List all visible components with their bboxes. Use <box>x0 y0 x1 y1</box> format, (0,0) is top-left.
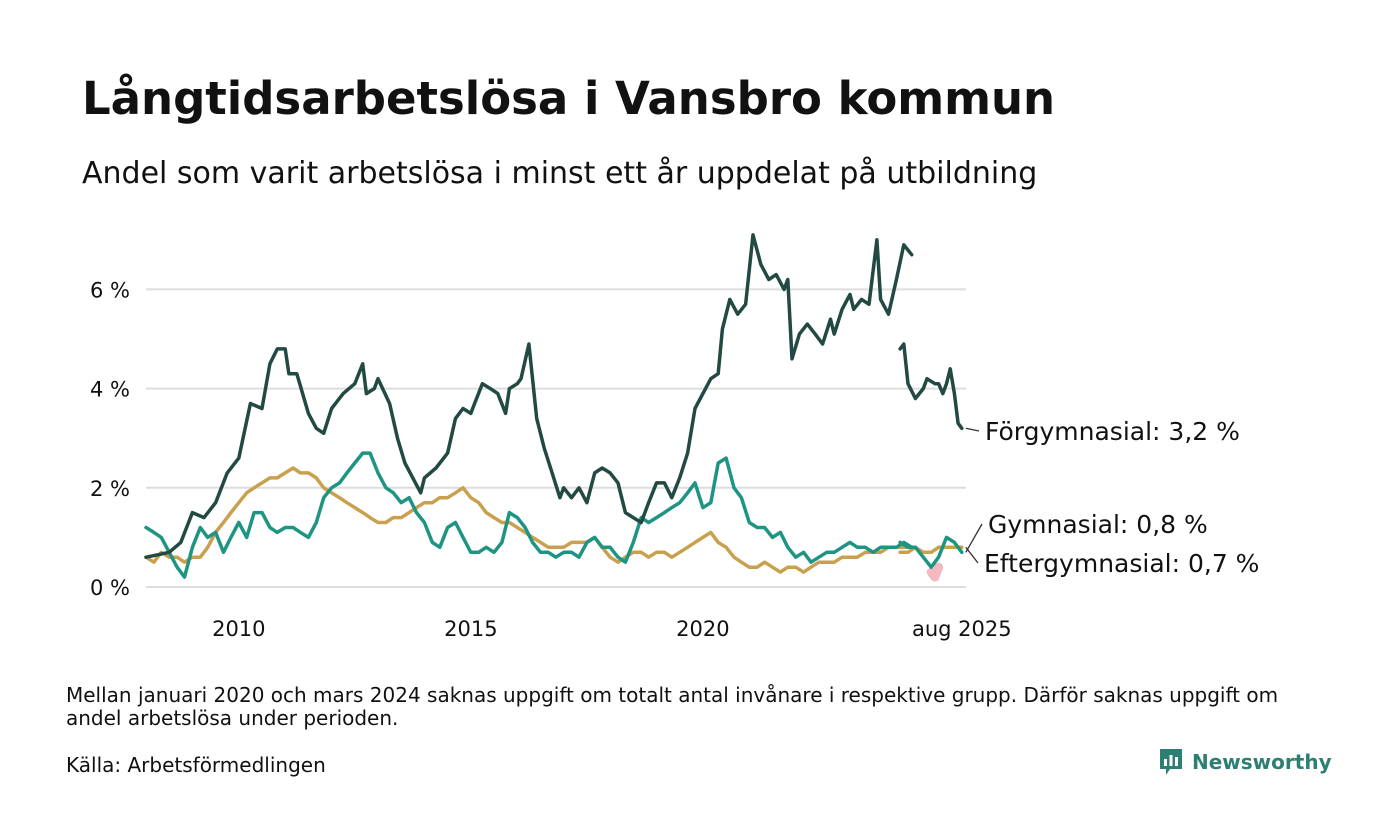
axis-labels: 0 % 2 % 4 % 6 % 2010 2015 2020 aug 2025 <box>90 278 1012 641</box>
x-tick-label: 2020 <box>676 617 729 641</box>
newsworthy-logo-text: Newsworthy <box>1192 750 1332 774</box>
series-line-gymnasial <box>898 535 964 569</box>
y-tick-label: 4 % <box>90 378 130 402</box>
series-lines <box>144 233 964 579</box>
line-chart: 0 % 2 % 4 % 6 % 2010 2015 2020 aug 2025 Förgymn… <box>90 233 1259 641</box>
series-line-forgymnasial <box>898 342 964 431</box>
series-line-gymnasial <box>144 451 914 579</box>
y-tick-label: 2 % <box>90 477 130 501</box>
chart-title: Långtidsarbetslösa i Vansbro kommun <box>82 72 1056 125</box>
end-label-forgymnasial: Förgymnasial: 3,2 % <box>985 417 1240 446</box>
end-labels: Förgymnasial: 3,2 % Gymnasial: 0,8 % Efter… <box>965 417 1259 578</box>
highlight-mark <box>926 562 944 582</box>
x-tick-label: aug 2025 <box>912 617 1012 641</box>
series-line-forgymnasial <box>144 233 914 559</box>
x-tick-label: 2015 <box>444 617 497 641</box>
y-tick-label: 6 % <box>90 278 130 302</box>
end-label-connector <box>965 523 983 553</box>
source-text: Källa: Arbetsförmedlingen <box>66 753 326 777</box>
chart-subtitle: Andel som varit arbetslösa i minst ett å… <box>82 156 1038 191</box>
newsworthy-logo: Newsworthy <box>1158 747 1332 777</box>
x-tick-label: 2010 <box>212 617 265 641</box>
highlight-band <box>926 562 944 582</box>
series-line-eftergymnasial <box>898 545 964 555</box>
end-label-connector <box>965 427 980 432</box>
newsworthy-logo-icon <box>1160 749 1182 775</box>
y-tick-label: 0 % <box>90 576 130 600</box>
end-label-eftergymnasial: Eftergymnasial: 0,7 % <box>984 549 1259 578</box>
end-label-gymnasial: Gymnasial: 0,8 % <box>988 510 1208 539</box>
end-label-connector <box>965 546 979 564</box>
gridlines <box>146 288 966 588</box>
footnote: Mellan januari 2020 och mars 2024 saknas… <box>66 683 1279 730</box>
